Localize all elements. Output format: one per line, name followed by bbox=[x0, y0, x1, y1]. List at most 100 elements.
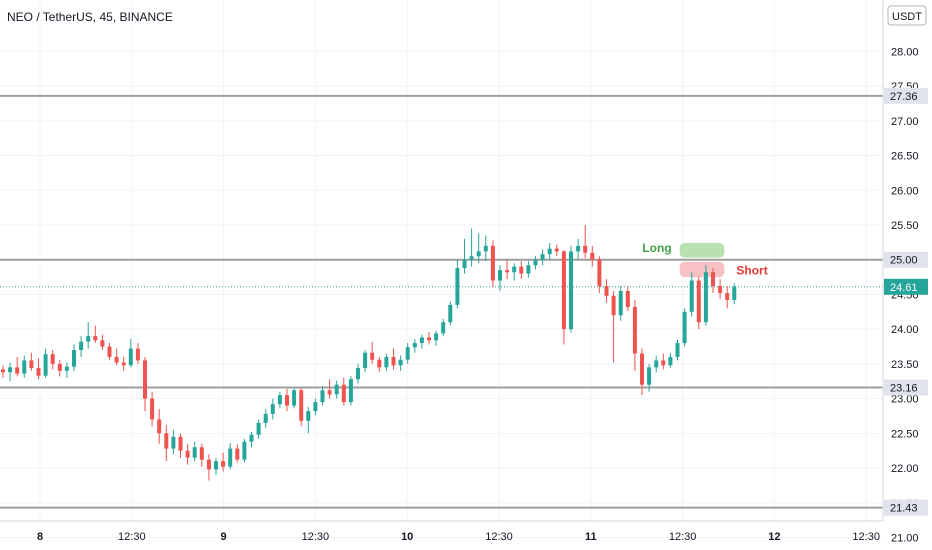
candle bbox=[192, 441, 197, 462]
candle-body bbox=[391, 356, 396, 366]
candle-body bbox=[412, 343, 417, 348]
candle bbox=[718, 279, 723, 299]
candle bbox=[36, 358, 41, 380]
candle-body bbox=[341, 384, 346, 403]
candle-body bbox=[569, 251, 573, 330]
candle-body bbox=[576, 245, 581, 252]
candle-body bbox=[292, 390, 297, 406]
candle-body bbox=[490, 245, 495, 281]
candle-body bbox=[384, 356, 389, 368]
candle bbox=[114, 348, 119, 366]
candle-body bbox=[356, 368, 360, 380]
candle bbox=[377, 356, 382, 373]
candle bbox=[597, 256, 602, 294]
candle-body bbox=[469, 256, 474, 260]
candle-body bbox=[554, 248, 559, 252]
candle-body bbox=[370, 352, 375, 360]
candle-body bbox=[86, 336, 91, 342]
current-price-badge bbox=[884, 278, 928, 295]
candle bbox=[696, 276, 701, 330]
candle bbox=[8, 362, 13, 382]
candle-body bbox=[313, 402, 318, 412]
candle bbox=[306, 406, 311, 434]
candle bbox=[50, 350, 55, 370]
x-tick-label: 12:30 bbox=[118, 531, 146, 543]
candle-body bbox=[640, 353, 644, 385]
candle bbox=[327, 379, 332, 399]
candle-body bbox=[611, 295, 616, 316]
x-tick-label: 12:30 bbox=[302, 531, 330, 543]
candle bbox=[43, 348, 48, 378]
candle bbox=[569, 245, 573, 333]
candle-body bbox=[199, 447, 204, 460]
candle-body bbox=[22, 360, 27, 374]
candle-body bbox=[427, 337, 431, 341]
candle bbox=[1, 365, 5, 378]
candle bbox=[547, 243, 552, 260]
candle-body bbox=[483, 245, 488, 252]
candle bbox=[554, 244, 559, 257]
candle bbox=[79, 336, 84, 357]
candle bbox=[498, 265, 502, 291]
candle-body bbox=[93, 336, 98, 341]
candle bbox=[419, 334, 424, 349]
candle-body bbox=[270, 404, 275, 414]
candle-body bbox=[235, 448, 240, 460]
price-labels: 27.36 25.00 23.16 21.43 24.61 bbox=[884, 87, 928, 516]
candle-body bbox=[696, 280, 701, 323]
candle bbox=[86, 322, 91, 349]
x-tick-label: 9 bbox=[221, 531, 227, 543]
candle-body bbox=[618, 290, 623, 316]
candle bbox=[356, 363, 360, 384]
candle-body bbox=[441, 322, 446, 334]
candle-body bbox=[597, 259, 602, 287]
x-tick-label: 10 bbox=[401, 531, 413, 543]
candle bbox=[533, 256, 538, 270]
candle-body bbox=[661, 360, 666, 366]
candle bbox=[270, 398, 275, 420]
long-zone bbox=[679, 243, 725, 258]
candle bbox=[654, 355, 659, 373]
candle-body bbox=[256, 422, 261, 435]
candle bbox=[505, 259, 510, 280]
level-badge-label: 21.43 bbox=[890, 503, 918, 515]
candle bbox=[157, 409, 162, 444]
candle bbox=[143, 356, 147, 412]
candle-body bbox=[583, 245, 588, 253]
candle-body bbox=[533, 259, 538, 266]
trade-zones: Long Short bbox=[642, 241, 767, 277]
candle-body bbox=[334, 384, 339, 395]
symbol-title: NEO / TetherUS, 45, BINANCE bbox=[7, 10, 173, 24]
y-tick-label: 24.00 bbox=[891, 324, 919, 336]
y-tick-label: 26.00 bbox=[891, 185, 919, 197]
candle-body bbox=[299, 390, 304, 421]
candle bbox=[640, 348, 644, 396]
candle bbox=[320, 386, 325, 406]
candle-body bbox=[150, 398, 155, 420]
candle-body bbox=[157, 419, 162, 434]
candle bbox=[540, 249, 545, 266]
candle bbox=[632, 300, 637, 371]
candle bbox=[107, 343, 112, 361]
candle-body bbox=[327, 390, 332, 395]
level-badge-label: 23.16 bbox=[890, 383, 918, 395]
long-zone-label: Long bbox=[642, 241, 671, 255]
candle bbox=[512, 263, 517, 281]
currency-button[interactable]: USDT bbox=[887, 5, 927, 26]
candle-body bbox=[512, 266, 517, 273]
candle-body bbox=[526, 265, 531, 274]
candle bbox=[100, 334, 105, 350]
candle-body bbox=[725, 293, 730, 300]
x-tick-label: 11 bbox=[585, 531, 597, 543]
x-tick-label: 12:30 bbox=[485, 531, 513, 543]
candle bbox=[398, 355, 403, 371]
candle-body bbox=[448, 304, 453, 323]
level-badge-label: 25.00 bbox=[890, 255, 918, 267]
candle bbox=[675, 339, 680, 361]
candle-body bbox=[590, 252, 595, 260]
candle-body bbox=[703, 272, 708, 323]
candle-body bbox=[107, 346, 112, 357]
candle-body bbox=[249, 434, 254, 442]
y-tick-label: 26.50 bbox=[891, 151, 919, 163]
candle bbox=[441, 318, 446, 337]
